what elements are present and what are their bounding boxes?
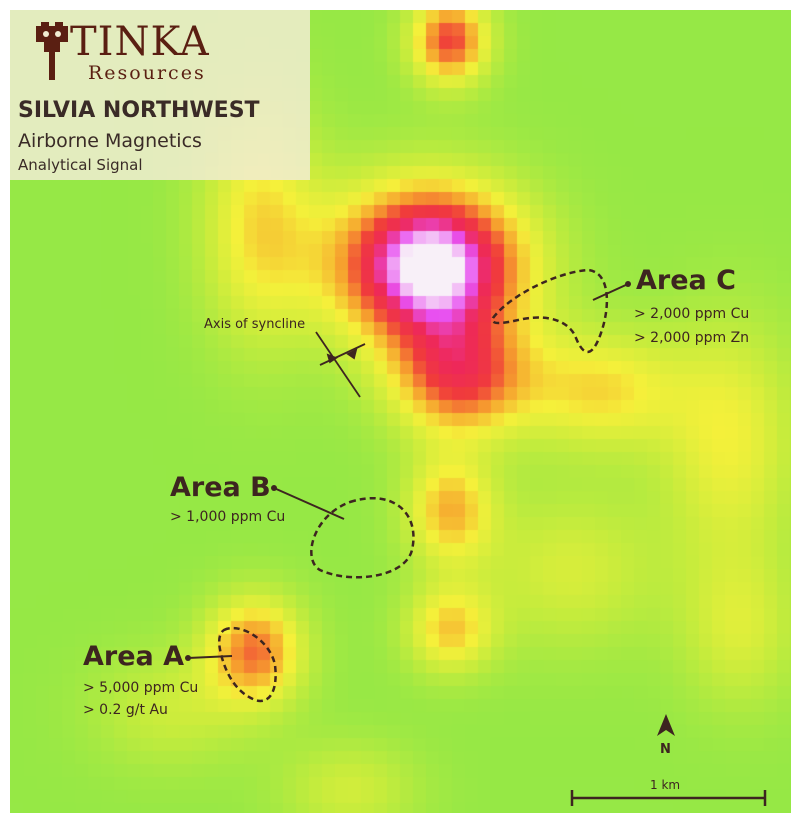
area-a-line-1: > 5,000 ppm Cu (83, 680, 199, 696)
area-b-outline (310, 496, 415, 579)
area-c-leader-dot (625, 281, 631, 287)
area-c-leader (592, 283, 629, 301)
area-b-title: Area B (170, 472, 271, 503)
north-arrow-icon (657, 714, 675, 736)
area-c-outline (491, 268, 609, 353)
north-label: N (660, 742, 671, 757)
magnetics-map: TINKA Resources SILVIA NORTHWEST Airborn… (10, 10, 791, 813)
brand-name: TINKA (70, 19, 210, 65)
map-subtitle-2: Analytical Signal (18, 156, 143, 174)
area-a-outline (218, 627, 277, 703)
area-b-leader-dot (271, 485, 277, 491)
area-b-line-1: > 1,000 ppm Cu (170, 509, 286, 525)
syncline-label: Axis of syncline (204, 317, 306, 332)
map-subtitle: Airborne Magnetics (18, 130, 202, 152)
map-overlay (185, 268, 767, 806)
map-title: SILVIA NORTHWEST (18, 98, 260, 123)
syncline-axis-symbol (315, 331, 366, 398)
scale-bar-label: 1 km (650, 778, 681, 792)
title-panel: TINKA Resources SILVIA NORTHWEST Airborn… (10, 10, 310, 180)
area-a-leader (187, 655, 233, 659)
area-c-line-1: > 2,000 ppm Cu (634, 306, 750, 322)
scale-bar (570, 790, 767, 806)
area-a-line-2: > 0.2 g/t Au (83, 702, 168, 718)
area-b-leader (273, 487, 345, 520)
brand-subtitle: Resources (88, 62, 206, 84)
tinka-logo-icon (36, 22, 68, 80)
area-a-title: Area A (83, 641, 185, 672)
area-c-line-2: > 2,000 ppm Zn (634, 330, 750, 346)
area-a-leader-dot (185, 655, 191, 661)
area-c-title: Area C (636, 265, 736, 296)
